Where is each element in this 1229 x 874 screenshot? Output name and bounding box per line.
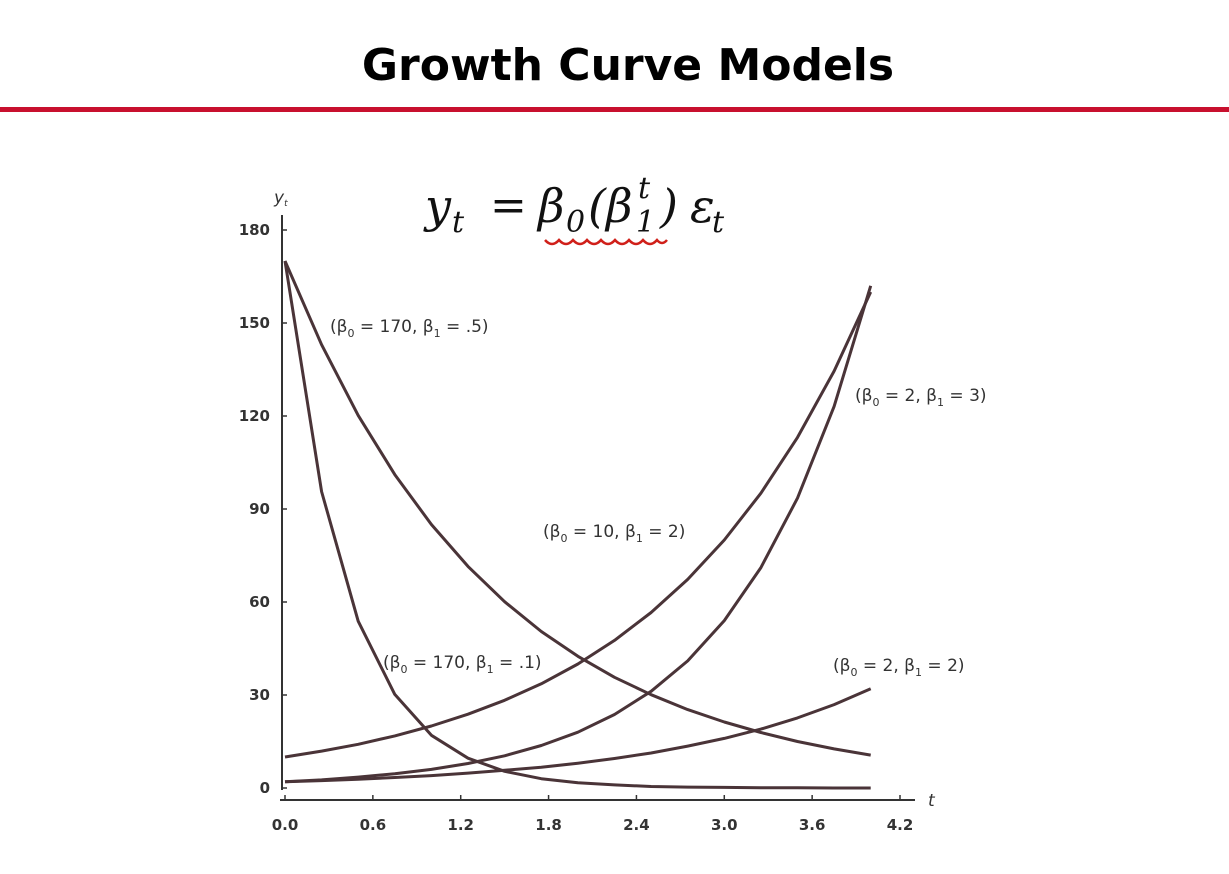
curve-label-part: 1 bbox=[434, 327, 441, 340]
curve-label-part: 1 bbox=[915, 666, 922, 679]
curve-label-part: 0 bbox=[400, 663, 407, 676]
growth-curve bbox=[284, 291, 873, 759]
y-tick-label: 150 bbox=[239, 314, 270, 332]
formula-part: t bbox=[712, 205, 725, 240]
formula-part: ε bbox=[690, 179, 715, 233]
x-tick-label: 0.6 bbox=[360, 816, 387, 834]
formula: y t = β 0 ( β 1 t ) ε t bbox=[423, 171, 725, 246]
curve-label-part: 0 bbox=[850, 666, 857, 679]
slide-title: Growth Curve Models bbox=[362, 40, 894, 91]
y-axis-label-text: y bbox=[273, 188, 285, 208]
formula-part: t bbox=[638, 171, 651, 206]
underline-squiggle bbox=[544, 238, 668, 246]
curve-label-part: = 3) bbox=[944, 386, 987, 406]
curve-label-part: = 2) bbox=[922, 656, 965, 676]
curve-label-part: (β bbox=[855, 386, 872, 406]
curve-label-part: = 2, β bbox=[879, 386, 937, 406]
curve-label-part: 0 bbox=[347, 327, 354, 340]
curve-label: (β0 = 2, β1 = 3) bbox=[855, 386, 987, 409]
formula-part: 0 bbox=[566, 205, 585, 240]
curve-label-part: (β bbox=[330, 317, 347, 337]
curve-label-part: = 2) bbox=[643, 522, 686, 542]
curve-label-part: = 10, β bbox=[567, 522, 635, 542]
formula-part: ( bbox=[588, 179, 607, 233]
y-axis-label: yt bbox=[273, 188, 288, 209]
growth-curve bbox=[284, 285, 873, 784]
y-axis-label-sub: t bbox=[284, 199, 288, 209]
y-tick-label: 180 bbox=[239, 221, 270, 239]
formula-part: 1 bbox=[636, 205, 655, 240]
x-tick-label: 4.2 bbox=[887, 816, 914, 834]
y-tick-label: 30 bbox=[249, 686, 270, 704]
curve-label-part: (β bbox=[543, 522, 560, 542]
curve-label-part: = .5) bbox=[441, 317, 489, 337]
curve-label-part: = .1) bbox=[494, 653, 542, 673]
x-tick-label: 0.0 bbox=[272, 816, 299, 834]
formula-part: y bbox=[423, 179, 452, 233]
x-tick-label: 2.4 bbox=[623, 816, 650, 834]
curve-label-part: = 170, β bbox=[354, 317, 433, 337]
growth-curve bbox=[283, 260, 871, 790]
y-tick-label: 60 bbox=[249, 593, 270, 611]
y-tick-label: 120 bbox=[239, 407, 270, 425]
formula-part: β bbox=[604, 179, 633, 233]
curve-label-part: = 2, β bbox=[857, 656, 915, 676]
curve-label-part: (β bbox=[833, 656, 850, 676]
curve-label: (β0 = 170, β1 = .1) bbox=[383, 653, 542, 676]
title-rule bbox=[0, 107, 1229, 112]
formula-part: t bbox=[452, 205, 465, 240]
curve-label: (β0 = 170, β1 = .5) bbox=[330, 317, 489, 340]
y-tick-label: 0 bbox=[260, 779, 270, 797]
growth-curve bbox=[283, 260, 871, 757]
x-tick-label: 1.2 bbox=[447, 816, 474, 834]
formula-part: ) bbox=[659, 179, 678, 233]
x-axis-label: t bbox=[928, 791, 936, 811]
curve-label-part: 1 bbox=[636, 532, 643, 545]
curve-label-part: (β bbox=[383, 653, 400, 673]
formula-part: = bbox=[490, 180, 527, 231]
formula-part: β bbox=[536, 179, 565, 233]
curve-label-part: 0 bbox=[872, 396, 879, 409]
x-tick-label: 1.8 bbox=[535, 816, 562, 834]
x-tick-label: 3.6 bbox=[799, 816, 826, 834]
curve-label-part: 1 bbox=[937, 396, 944, 409]
curve-label: (β0 = 2, β1 = 2) bbox=[833, 656, 965, 679]
curve-label-part: 0 bbox=[560, 532, 567, 545]
curve-label-part: 1 bbox=[487, 663, 494, 676]
x-tick-label: 3.0 bbox=[711, 816, 738, 834]
curve-label-part: = 170, β bbox=[407, 653, 486, 673]
y-tick-label: 90 bbox=[249, 500, 270, 518]
curve-label: (β0 = 10, β1 = 2) bbox=[543, 522, 685, 545]
growth-curve bbox=[284, 687, 872, 784]
